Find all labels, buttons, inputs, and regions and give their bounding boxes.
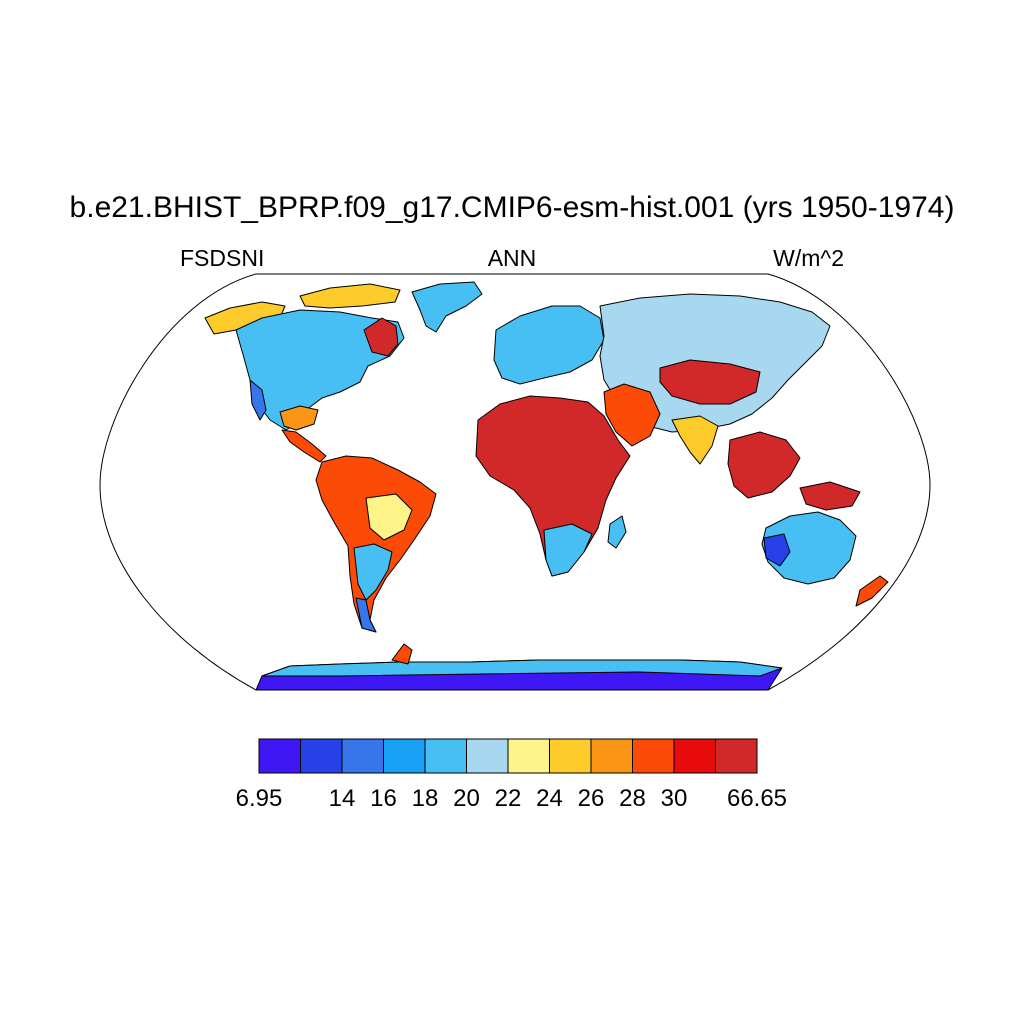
land-europe [493,305,605,385]
colorbar-box [424,738,467,774]
land-south-america-south [353,543,393,601]
colorbar-box [590,738,633,774]
colorbar-tick-label: 26 [577,785,605,812]
colorbar-box [300,738,343,774]
colorbar-tick-label: 24 [536,785,563,812]
land-regions [204,281,889,691]
colorbar-box [507,738,550,774]
colorbar-box [632,738,675,774]
land-antarctic-peninsula [391,643,413,665]
land-central-america [281,429,327,463]
land-labrador [363,317,399,357]
colorbar-box [673,738,716,774]
plot-title: b.e21.BHIST_BPRP.f09_g17.CMIP6-esm-hist.… [69,191,955,224]
land-greenland [411,281,483,333]
land-patagonia [355,597,377,633]
colorbar-box [715,738,758,774]
season-label: ANN [487,245,537,271]
colorbar-tick-label: 28 [619,785,646,812]
units-label: W/m^2 [773,245,844,271]
land-indonesia [799,481,861,511]
land-africa [475,395,631,577]
land-antarctica-edge [261,659,783,677]
colorbar-box [466,738,509,774]
land-middle-east [603,383,661,447]
land-australia-west [763,533,791,567]
colorbar-box [549,738,592,774]
colorbar-tick-label: 16 [370,785,397,812]
colorbar-tick-label: 18 [411,785,439,812]
colorbar-box [258,738,301,774]
land-us-west [249,379,267,421]
colorbar-tick-label: 20 [453,785,480,812]
land-new-zealand [855,575,889,607]
colorbar-tick-label: 66.65 [726,785,788,812]
colorbar-tick-label: 6.95 [235,785,283,812]
colorbar-tick-label: 14 [328,785,356,812]
colorbar [258,738,758,774]
colorbar-tick-label: 30 [660,785,688,812]
variable-name: FSDSNI [180,245,265,271]
land-south-america [315,455,437,633]
land-southern-africa [543,523,593,577]
land-south-america-interior [365,493,413,541]
colorbar-tick-label: 22 [494,785,522,812]
land-canadian-arctic [299,283,401,309]
land-southeast-asia [727,431,801,499]
land-india [671,415,719,465]
land-central-asia [659,359,761,405]
land-us-south [279,405,319,431]
colorbar-box [383,738,426,774]
colorbar-box [341,738,384,774]
land-madagascar [607,515,627,549]
